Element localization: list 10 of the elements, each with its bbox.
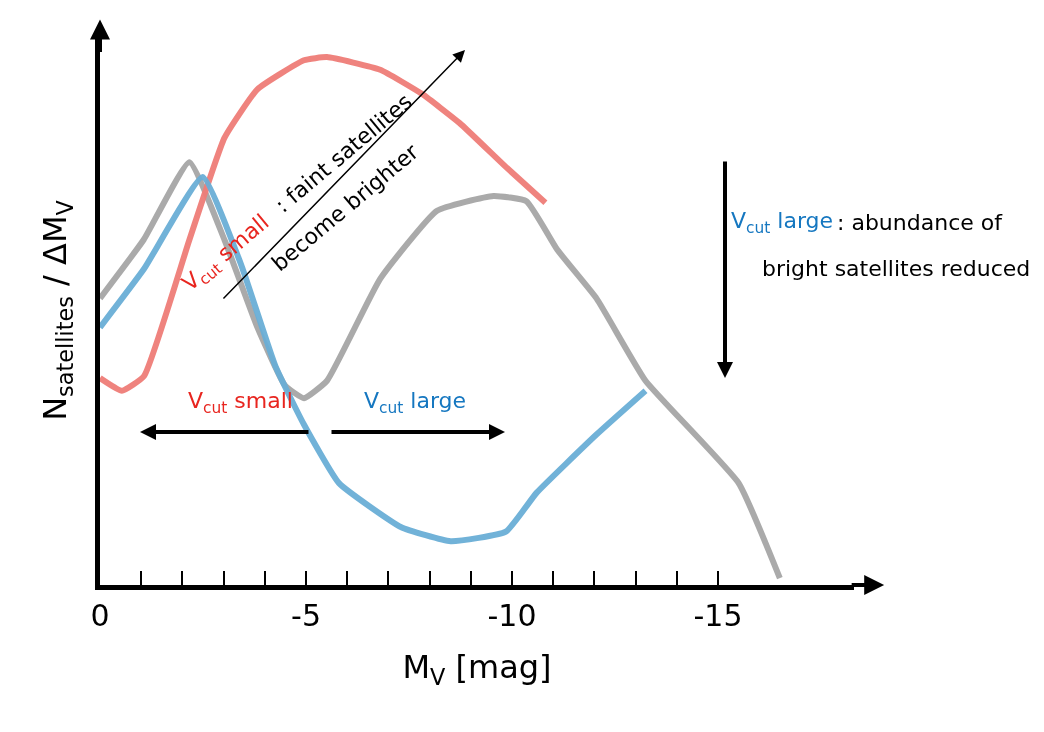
x-tick-label: -15 [693, 598, 743, 633]
annotation: V$_{cut}$ large [364, 388, 467, 417]
x-tick-label: -5 [291, 598, 321, 633]
x-tick-label: -10 [487, 598, 537, 633]
x-axis-title: M$_{V}$ [mag] [402, 647, 552, 690]
annotation: V$_{cut}$ large [731, 208, 834, 237]
annotation: V$_{cut}$ small [188, 388, 293, 417]
x-tick-label: 0 [90, 598, 110, 633]
annotation: : abundance of [837, 210, 1004, 235]
annotation: bright satellites reduced [762, 256, 1031, 281]
